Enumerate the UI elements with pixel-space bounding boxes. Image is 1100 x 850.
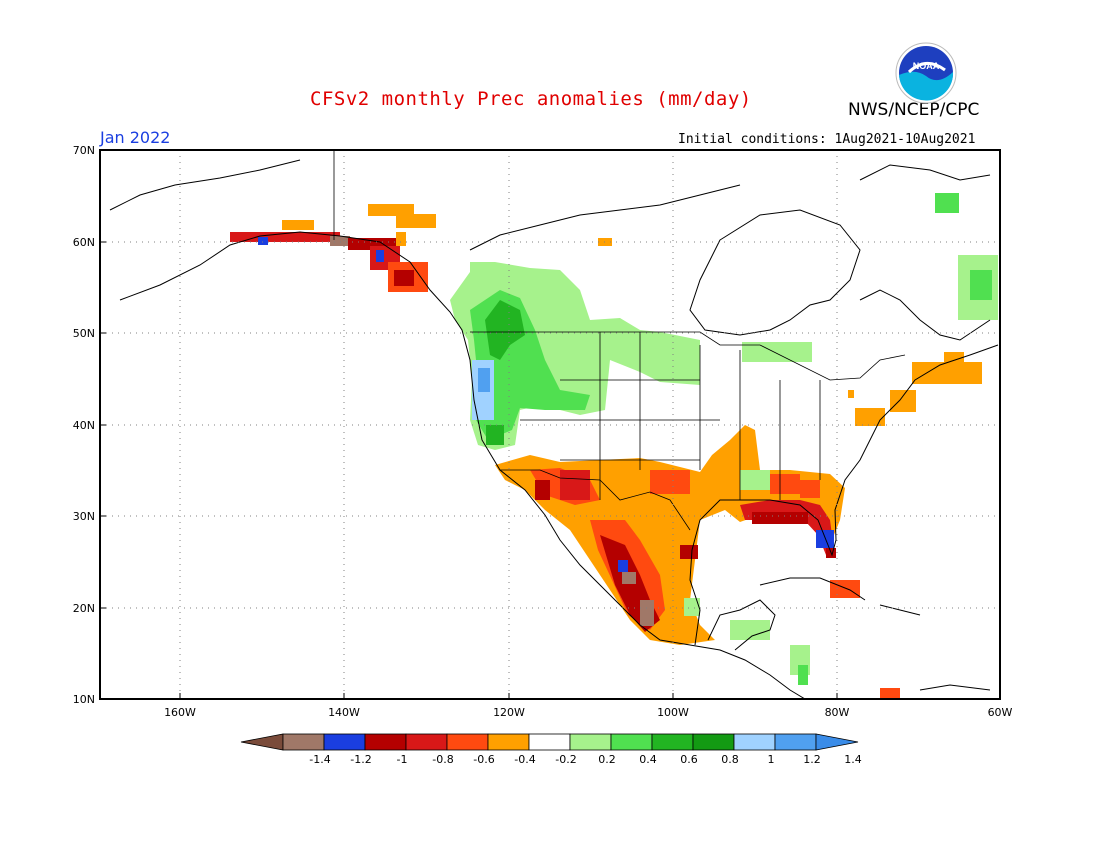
colorbar-label: 1 <box>768 753 775 766</box>
forecast-month: Jan 2022 <box>100 128 171 147</box>
colorbar-swatch <box>569 733 612 751</box>
lon-label-120w: 120W <box>493 706 525 719</box>
colorbar-low-arrow <box>240 733 284 751</box>
lon-label-140w: 140W <box>328 706 360 719</box>
colorbar-label: 0.2 <box>598 753 616 766</box>
anomaly-patches <box>230 193 998 698</box>
graticule <box>100 150 1000 699</box>
coastlines <box>109 159 999 699</box>
political-borders <box>333 150 906 531</box>
agency-label: NWS/NCEP/CPC <box>848 100 980 120</box>
lon-label-60w: 60W <box>988 706 1013 719</box>
colorbar-swatch <box>692 733 735 751</box>
colorbar-label: 0.6 <box>680 753 698 766</box>
colorbar-label: -1.4 <box>309 753 330 766</box>
colorbar-label: -1 <box>397 753 408 766</box>
colorbar-swatch <box>446 733 489 751</box>
lat-label-70n: 70N <box>73 144 95 157</box>
colorbar-label: -0.8 <box>432 753 453 766</box>
lon-label-160w: 160W <box>164 706 196 719</box>
colorbar-label: -1.2 <box>350 753 371 766</box>
colorbar-swatch <box>733 733 776 751</box>
noaa-logo-icon: NOAA <box>895 42 957 104</box>
axis-ticks <box>100 149 1001 700</box>
colorbar-swatch <box>528 733 571 751</box>
lat-label-30n: 30N <box>73 510 95 523</box>
colorbar-swatch <box>651 733 694 751</box>
colorbar-label: -0.4 <box>514 753 535 766</box>
lon-label-80w: 80W <box>825 706 850 719</box>
colorbar-swatch <box>405 733 448 751</box>
initial-conditions: Initial conditions: 1Aug2021-10Aug2021 <box>678 132 976 147</box>
lon-label-100w: 100W <box>657 706 689 719</box>
colorbar-high-arrow <box>815 733 859 751</box>
colorbar-swatch <box>364 733 407 751</box>
lat-label-10n: 10N <box>73 693 95 706</box>
colorbar-swatch <box>282 733 325 751</box>
colorbar-swatch <box>774 733 817 751</box>
lat-label-50n: 50N <box>73 327 95 340</box>
logo-text: NOAA <box>913 61 940 71</box>
map-title: CFSv2 monthly Prec anomalies (mm/day) <box>310 88 752 110</box>
colorbar-swatch <box>487 733 530 751</box>
lat-label-20n: 20N <box>73 602 95 615</box>
lat-label-60n: 60N <box>73 236 95 249</box>
colorbar-label: 1.4 <box>844 753 862 766</box>
colorbar-label: 0.8 <box>721 753 739 766</box>
colorbar-label: 0.4 <box>639 753 657 766</box>
colorbar-swatch <box>610 733 653 751</box>
colorbar-swatch <box>323 733 366 751</box>
colorbar-label: -0.2 <box>555 753 576 766</box>
colorbar-label: 1.2 <box>803 753 821 766</box>
lat-label-40n: 40N <box>73 419 95 432</box>
colorbar: -1.4 -1.2 -1 -0.8 -0.6 -0.4 -0.2 0.2 0.4 0.6 0.8 1 1… <box>240 733 862 766</box>
colorbar-label: -0.6 <box>473 753 494 766</box>
